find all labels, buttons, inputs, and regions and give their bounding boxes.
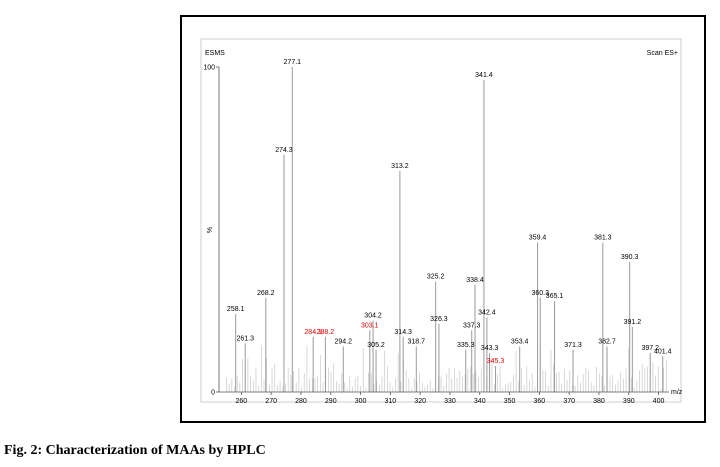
peak-label: 326.3	[430, 316, 448, 323]
peak-label: 305.2	[367, 342, 385, 349]
peak-label: 382.7	[598, 339, 616, 346]
peak-label: 318.7	[408, 339, 426, 346]
x-tick-label: 360	[534, 398, 546, 405]
chart-title-right: Scan ES+	[647, 50, 678, 57]
peak-label: 335.3	[457, 342, 475, 349]
peak-label: 277.1	[284, 59, 302, 66]
x-tick-label: 370	[563, 398, 575, 405]
x-tick-label: 320	[414, 398, 426, 405]
x-tick-label: 350	[504, 398, 516, 405]
peak-label: 341.4	[475, 72, 493, 79]
peak-label: 359.4	[529, 235, 547, 242]
axes-layer: 260 270 280 290 300 310 320 330 340 350 360 370 380 3…	[203, 65, 682, 406]
peak-label: 274.3	[275, 147, 293, 154]
figure-caption: Fig. 2: Characterization of MAAs by HPLC	[4, 443, 266, 458]
peak-label: 304.2	[364, 313, 382, 320]
baseline-noise	[226, 345, 667, 392]
peak-label: 381.3	[594, 235, 612, 242]
x-tick-label: 300	[355, 398, 367, 405]
peak-label: 303.1	[361, 322, 379, 329]
peak-label: 343.3	[481, 345, 499, 352]
peak-label: 338.4	[466, 277, 484, 284]
peak-label: 360.3	[531, 290, 549, 297]
peak-label: 314.3	[394, 329, 412, 336]
chart-title-left: ESMS	[205, 50, 225, 57]
peak-label: 294.2	[335, 339, 353, 346]
peak-label: 268.2	[257, 290, 275, 297]
peak-label: 401.4	[654, 348, 672, 355]
peak-label: 345.3	[487, 358, 505, 365]
plot-border	[200, 38, 682, 403]
x-tick-label: 380	[593, 398, 605, 405]
peak-label: 284.1	[304, 329, 322, 336]
peak-label: 397.2	[641, 345, 659, 352]
peak-labels-layer: 258.1 261.3 268.2 274.3 277.1 284.1288.2294.2…	[227, 59, 672, 365]
peaks-layer	[235, 67, 664, 392]
mass-spectrum-chart: 258.1 261.3 268.2 274.3 277.1 284.1288.2294.2…	[200, 38, 683, 406]
x-tick-label: 280	[295, 398, 307, 405]
x-tick-label: 400	[653, 398, 665, 405]
peak-label: 391.2	[624, 319, 642, 326]
peak-label: 261.3	[236, 335, 254, 342]
peak-label: 371.3	[564, 342, 582, 349]
y-tick-label: 0	[211, 390, 215, 397]
x-tick-label: 290	[325, 398, 337, 405]
x-tick-label: 310	[385, 398, 397, 405]
peak-label: 342.4	[478, 309, 496, 316]
x-tick-label: 270	[265, 398, 277, 405]
y-axis-label: %	[207, 227, 214, 233]
peak-label: 313.2	[391, 163, 409, 170]
peak-label: 258.1	[227, 306, 245, 313]
peak-label: 353.4	[511, 339, 529, 346]
peak-label: 390.3	[621, 254, 639, 261]
x-tick-label: 340	[474, 398, 486, 405]
peak-label: 365.1	[546, 293, 564, 300]
x-tick-label: 260	[236, 398, 248, 405]
x-tick-label: 390	[623, 398, 635, 405]
y-tick-label: 100	[203, 65, 215, 72]
x-tick-label: 330	[444, 398, 456, 405]
peak-label: 288.2	[317, 329, 335, 336]
peak-label: 337.3	[463, 322, 481, 329]
figure-frame: 258.1 261.3 268.2 274.3 277.1 284.1 288.2 294.2…	[180, 15, 706, 423]
peak-label: 325.2	[427, 274, 445, 281]
x-axis-label: m/z	[671, 389, 683, 396]
